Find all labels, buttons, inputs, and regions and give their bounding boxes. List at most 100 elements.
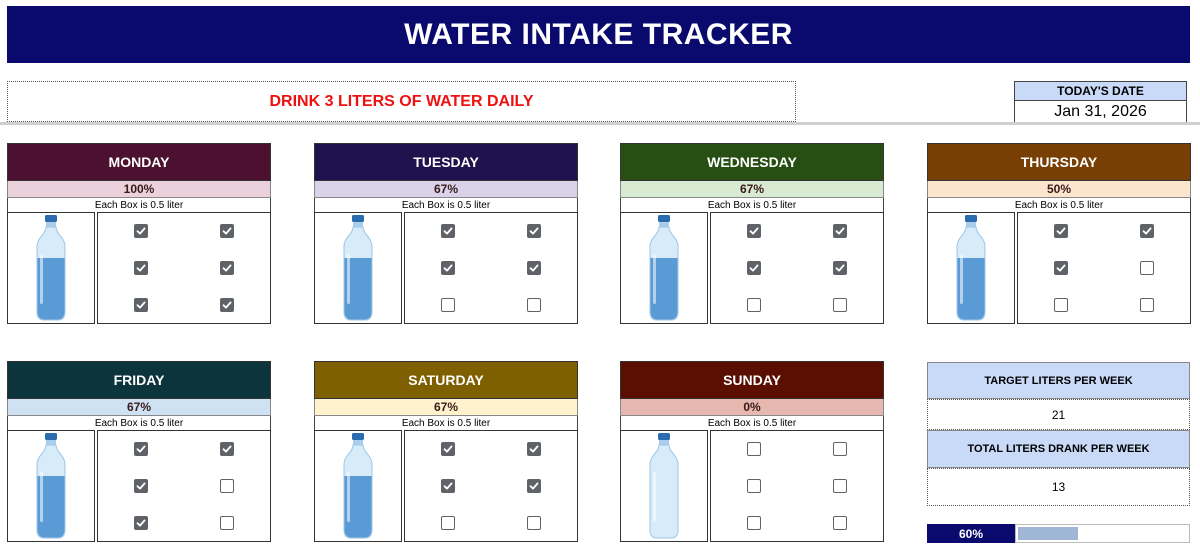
water-checkbox[interactable] — [134, 297, 148, 312]
water-checkbox[interactable] — [134, 478, 148, 493]
target-liters-value[interactable]: 21 — [927, 399, 1190, 430]
water-checkbox[interactable] — [833, 260, 847, 275]
todays-date-value[interactable]: Jan 31, 2026 — [1014, 100, 1187, 123]
water-bottle-icon — [649, 433, 679, 539]
checkbox-cell — [491, 504, 577, 541]
water-checkbox[interactable] — [441, 297, 455, 312]
box-note: Each Box is 0.5 liter — [7, 198, 271, 212]
water-checkbox[interactable] — [1054, 297, 1068, 312]
checkmark-icon — [222, 264, 232, 272]
water-checkbox[interactable] — [1054, 224, 1068, 239]
total-liters-value: 13 — [927, 468, 1190, 506]
water-checkbox[interactable] — [527, 442, 541, 457]
water-checkbox[interactable] — [747, 260, 761, 275]
water-checkbox[interactable] — [441, 442, 455, 457]
water-checkbox[interactable] — [441, 478, 455, 493]
checkbox-cell — [184, 468, 270, 505]
checkbox-grid — [404, 212, 578, 324]
checkmark-icon — [1056, 227, 1066, 235]
checkmark-icon — [443, 264, 453, 272]
checkmark-icon — [136, 264, 146, 272]
checkbox-cell — [184, 286, 270, 323]
checkbox-cell — [797, 250, 883, 287]
checkbox-grid — [1017, 212, 1191, 324]
water-checkbox[interactable] — [833, 478, 847, 493]
day-percent: 67% — [314, 399, 578, 416]
checkbox-cell — [184, 250, 270, 287]
checkbox-cell — [797, 468, 883, 505]
water-checkbox[interactable] — [220, 478, 234, 493]
water-checkbox[interactable] — [220, 260, 234, 275]
day-percent: 67% — [620, 181, 884, 198]
water-checkbox[interactable] — [220, 442, 234, 457]
water-checkbox[interactable] — [220, 515, 234, 530]
day-name: FRIDAY — [7, 361, 271, 399]
bottle-cell — [314, 212, 402, 324]
box-note: Each Box is 0.5 liter — [620, 198, 884, 212]
checkbox-cell — [98, 286, 184, 323]
water-checkbox[interactable] — [747, 478, 761, 493]
water-checkbox[interactable] — [527, 260, 541, 275]
day-name: SATURDAY — [314, 361, 578, 399]
water-checkbox[interactable] — [134, 224, 148, 239]
box-note: Each Box is 0.5 liter — [314, 416, 578, 430]
water-checkbox[interactable] — [527, 478, 541, 493]
checkbox-cell — [491, 250, 577, 287]
water-checkbox[interactable] — [833, 515, 847, 530]
checkbox-cell — [1018, 286, 1104, 323]
checkbox-cell — [1104, 213, 1190, 250]
checkbox-cell — [98, 468, 184, 505]
checkmark-icon — [1142, 227, 1152, 235]
checkbox-grid — [404, 430, 578, 542]
water-checkbox[interactable] — [441, 260, 455, 275]
water-checkbox[interactable] — [1054, 260, 1068, 275]
water-bottle-icon — [36, 215, 66, 321]
checkmark-icon — [1056, 264, 1066, 272]
water-checkbox[interactable] — [747, 442, 761, 457]
checkbox-cell — [797, 213, 883, 250]
checkbox-cell — [797, 286, 883, 323]
checkmark-icon — [222, 301, 232, 309]
water-bottle-icon — [956, 215, 986, 321]
water-checkbox[interactable] — [220, 297, 234, 312]
day-name: TUESDAY — [314, 143, 578, 181]
water-checkbox[interactable] — [527, 297, 541, 312]
bottle-cell — [7, 212, 95, 324]
water-checkbox[interactable] — [134, 442, 148, 457]
checkbox-cell — [1104, 250, 1190, 287]
day-card-monday: MONDAY 100% Each Box is 0.5 liter — [7, 143, 271, 324]
checkbox-cell — [405, 286, 491, 323]
box-note: Each Box is 0.5 liter — [7, 416, 271, 430]
water-checkbox[interactable] — [747, 224, 761, 239]
checkbox-cell — [405, 250, 491, 287]
water-checkbox[interactable] — [134, 260, 148, 275]
water-checkbox[interactable] — [220, 224, 234, 239]
checkbox-cell — [405, 213, 491, 250]
water-checkbox[interactable] — [1140, 260, 1154, 275]
water-checkbox[interactable] — [833, 442, 847, 457]
water-bottle-icon — [343, 215, 373, 321]
checkbox-cell — [98, 504, 184, 541]
water-checkbox[interactable] — [134, 515, 148, 530]
checkmark-icon — [222, 227, 232, 235]
day-card-wednesday: WEDNESDAY 67% Each Box is 0.5 liter — [620, 143, 884, 324]
checkmark-icon — [749, 227, 759, 235]
page-title: WATER INTAKE TRACKER — [7, 6, 1190, 63]
water-checkbox[interactable] — [1140, 224, 1154, 239]
water-checkbox[interactable] — [527, 224, 541, 239]
water-checkbox[interactable] — [441, 224, 455, 239]
water-checkbox[interactable] — [441, 515, 455, 530]
water-checkbox[interactable] — [833, 297, 847, 312]
water-checkbox[interactable] — [747, 515, 761, 530]
checkmark-icon — [136, 482, 146, 490]
water-checkbox[interactable] — [1140, 297, 1154, 312]
water-checkbox[interactable] — [527, 515, 541, 530]
checkbox-cell — [491, 431, 577, 468]
box-note: Each Box is 0.5 liter — [314, 198, 578, 212]
water-checkbox[interactable] — [747, 297, 761, 312]
checkmark-icon — [136, 445, 146, 453]
daily-goal-banner: DRINK 3 LITERS OF WATER DAILY — [7, 81, 796, 122]
water-checkbox[interactable] — [833, 224, 847, 239]
checkbox-cell — [711, 431, 797, 468]
checkbox-cell — [184, 431, 270, 468]
